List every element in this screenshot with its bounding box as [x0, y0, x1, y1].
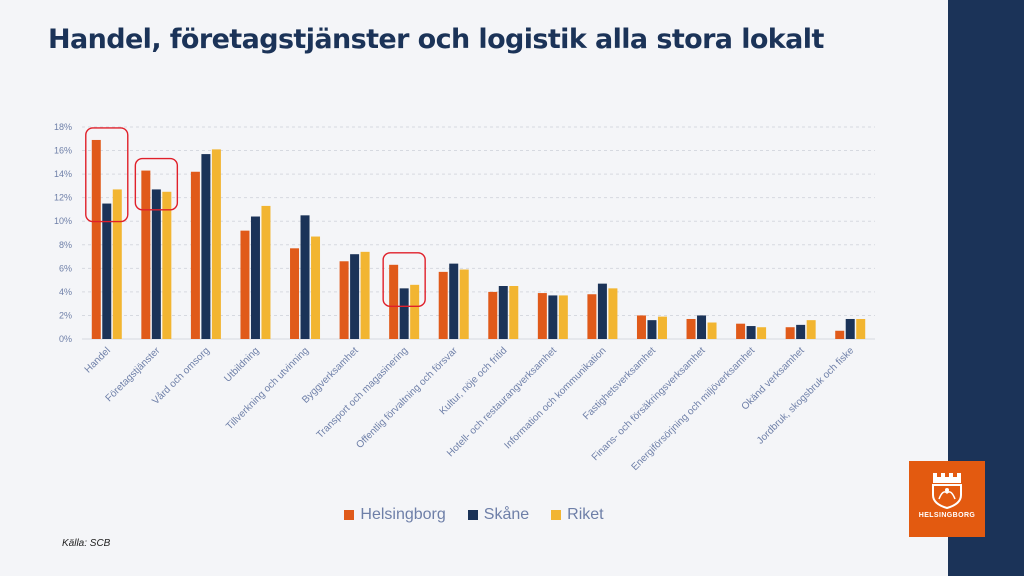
source-note: Källa: SCB — [62, 538, 111, 549]
y-tick-label: 16% — [54, 146, 72, 156]
bar-helsingborg-7 — [438, 271, 448, 339]
bar-skåne-11 — [647, 320, 657, 339]
bar-skåne-14 — [796, 324, 806, 339]
y-tick-label: 12% — [54, 193, 72, 203]
bar-helsingborg-10 — [587, 294, 597, 339]
y-tick-label: 8% — [59, 240, 72, 250]
y-tick-label: 10% — [54, 216, 72, 226]
bar-helsingborg-6 — [389, 264, 399, 339]
bar-riket-8 — [509, 286, 519, 339]
bar-riket-14 — [806, 320, 816, 339]
highlight-box — [85, 127, 129, 223]
y-tick-label: 18% — [54, 122, 72, 132]
bar-riket-11 — [657, 316, 667, 339]
bar-skåne-7 — [449, 263, 459, 339]
x-tick-label: Utbildning — [222, 345, 261, 384]
bar-helsingborg-11 — [636, 315, 646, 339]
y-tick-label: 4% — [59, 287, 72, 297]
bar-helsingborg-2 — [190, 171, 200, 339]
crown-crest-icon — [932, 473, 962, 509]
bar-helsingborg-5 — [339, 261, 349, 339]
highlight-boxes — [85, 127, 426, 308]
x-tick-label: Handel — [83, 345, 113, 375]
y-tick-label: 2% — [59, 310, 72, 320]
bar-helsingborg-4 — [290, 248, 300, 339]
bar-riket-7 — [459, 269, 469, 339]
bar-skåne-5 — [350, 254, 360, 339]
bar-skåne-13 — [746, 326, 756, 339]
grid-lines — [82, 126, 875, 340]
bar-skåne-6 — [399, 288, 409, 339]
bar-skåne-0 — [102, 203, 112, 339]
bar-skåne-3 — [250, 216, 260, 339]
highlight-box — [134, 157, 179, 211]
y-tick-label: 0% — [59, 334, 72, 344]
legend-swatch-skane — [467, 510, 478, 520]
bar-helsingborg-14 — [785, 327, 795, 339]
bar-helsingborg-13 — [736, 323, 746, 339]
y-tick-label: 6% — [59, 263, 72, 273]
bar-riket-10 — [608, 288, 618, 339]
x-tick-label: Information och kommunikation — [502, 345, 608, 451]
x-tick-label: Transport och magasinering — [315, 345, 411, 441]
bar-skåne-9 — [548, 295, 558, 339]
bar-skåne-1 — [151, 189, 161, 339]
bar-helsingborg-9 — [537, 293, 547, 339]
bars — [91, 139, 866, 339]
bar-helsingborg-3 — [240, 230, 250, 339]
y-tick-label: 14% — [54, 169, 72, 179]
legend-item-skane: Skåne — [467, 506, 530, 524]
highlight-box — [382, 252, 426, 308]
bar-riket-9 — [558, 295, 568, 339]
legend-label-helsingborg: Helsingborg — [360, 506, 446, 523]
bar-chart: 0% 2% 4% 6% 8% 10% 12% 14% 16% 18% HandelFöretags… — [54, 122, 875, 473]
logo-text: HELSINGBORG — [918, 512, 976, 519]
bar-riket-0 — [112, 189, 122, 339]
bar-riket-12 — [707, 322, 717, 339]
bar-helsingborg-0 — [91, 139, 101, 339]
bar-skåne-10 — [597, 283, 607, 339]
x-tick-label: Hotell- och restaurangverksamhet — [445, 345, 559, 459]
legend-item-helsingborg: Helsingborg — [344, 506, 446, 524]
bar-riket-15 — [856, 318, 866, 339]
bar-skåne-12 — [697, 315, 707, 339]
bar-skåne-2 — [201, 154, 211, 339]
legend-swatch-riket — [551, 510, 562, 520]
y-axis-ticks: 0% 2% 4% 6% 8% 10% 12% 14% 16% 18% — [54, 122, 72, 344]
bar-skåne-8 — [498, 286, 508, 339]
bar-helsingborg-1 — [141, 170, 151, 339]
legend-swatch-helsingborg — [344, 510, 355, 520]
bar-skåne-4 — [300, 215, 310, 339]
bar-riket-4 — [311, 236, 321, 339]
bar-riket-3 — [261, 205, 271, 339]
bar-helsingborg-12 — [686, 318, 696, 339]
legend-label-skane: Skåne — [483, 506, 530, 523]
x-tick-label: Tillverkning och utvinning — [224, 345, 311, 432]
helsingborg-logo: HELSINGBORG — [909, 461, 985, 537]
legend-label-riket: Riket — [567, 506, 604, 523]
chart-legend: Helsingborg Skåne Riket — [0, 506, 948, 524]
bar-riket-5 — [360, 251, 370, 339]
bar-helsingborg-15 — [835, 330, 845, 339]
bar-riket-2 — [211, 149, 221, 339]
bar-riket-13 — [757, 327, 767, 339]
x-tick-label: Offentlig förvaltning och försvar — [354, 345, 460, 451]
bar-riket-6 — [410, 284, 420, 339]
x-tick-label: Jordbruk, skogsbruk och fiske — [755, 345, 857, 447]
legend-item-riket: Riket — [551, 506, 604, 524]
bar-helsingborg-8 — [488, 291, 498, 339]
bar-riket-1 — [162, 191, 172, 339]
bar-skåne-15 — [845, 318, 855, 339]
page-title: Handel, företagstjänster och logistik al… — [48, 24, 824, 55]
